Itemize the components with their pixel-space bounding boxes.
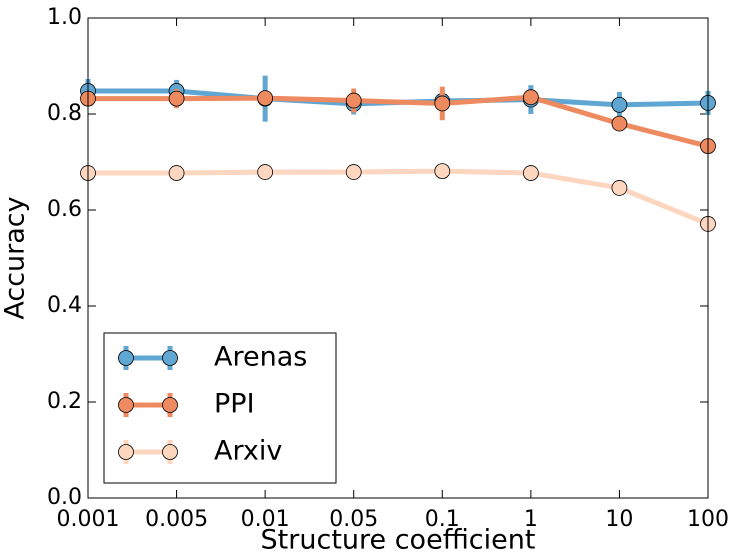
legend-marker xyxy=(118,350,134,366)
legend-label: Arxiv xyxy=(214,436,282,467)
legend-marker xyxy=(162,444,178,460)
marker xyxy=(257,164,274,180)
x-tick-label: 1 xyxy=(524,507,538,532)
x-tick-label: 0.05 xyxy=(329,507,378,532)
legend-marker xyxy=(118,444,134,460)
legend-label: PPI xyxy=(214,389,255,420)
marker xyxy=(522,165,539,181)
marker xyxy=(611,115,628,132)
y-tick-label: 0.6 xyxy=(47,197,82,222)
x-tick-label: 0.01 xyxy=(241,507,290,532)
x-axis-label: Structure coefficient xyxy=(261,525,536,556)
y-tick-label: 0.2 xyxy=(47,389,82,414)
y-tick-label: 0.0 xyxy=(47,485,82,510)
x-tick-label: 0.005 xyxy=(145,507,208,532)
marker xyxy=(434,95,451,112)
marker xyxy=(522,89,539,106)
marker xyxy=(611,180,628,196)
marker xyxy=(434,163,451,180)
y-tick-label: 0.4 xyxy=(47,293,82,318)
legend-marker xyxy=(162,397,178,413)
marker xyxy=(611,96,628,113)
y-tick-label: 0.8 xyxy=(47,101,82,126)
plot-frame xyxy=(87,17,709,499)
marker xyxy=(257,90,274,107)
x-tick-label: 0.001 xyxy=(57,507,120,532)
marker xyxy=(345,164,362,180)
x-tick-label: 100 xyxy=(687,507,729,532)
x-tick-label: 10 xyxy=(605,507,633,532)
series-line xyxy=(88,168,709,227)
marker xyxy=(168,90,185,107)
marker xyxy=(345,92,362,109)
y-tick-label: 1.0 xyxy=(47,5,82,30)
x-tick-label: 0.1 xyxy=(425,507,460,532)
series-line xyxy=(88,94,709,149)
legend-label: Arenas xyxy=(214,342,307,373)
legend-marker xyxy=(162,350,178,366)
marker xyxy=(168,165,185,181)
y-axis-label: Accuracy xyxy=(0,196,31,319)
legend-marker xyxy=(118,397,134,413)
